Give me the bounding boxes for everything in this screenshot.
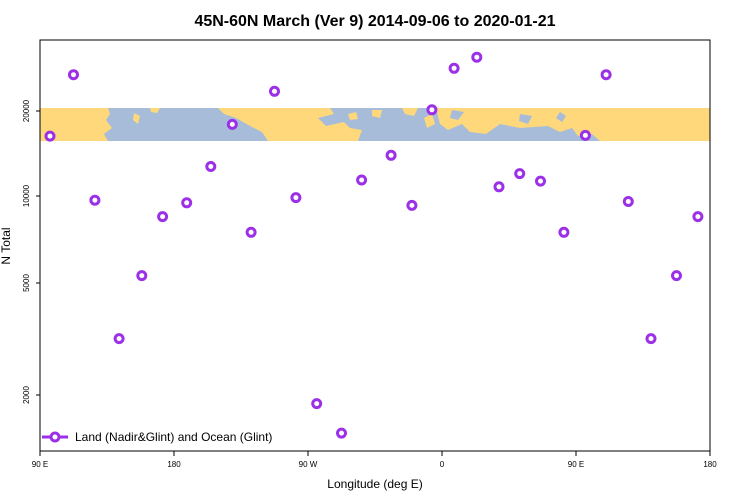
y-tick-label-5000: 5000 — [22, 274, 31, 292]
x-tick-label-3: 0 — [440, 460, 445, 469]
data-point — [290, 192, 302, 204]
data-point — [226, 118, 238, 130]
data-point — [579, 129, 591, 141]
data-point — [311, 398, 323, 410]
plot-frame — [39, 39, 711, 452]
data-point — [535, 175, 546, 187]
data-point — [245, 226, 257, 238]
data-point — [600, 69, 612, 81]
data-point — [426, 104, 438, 116]
legend-marker — [49, 431, 61, 443]
data-points — [44, 51, 704, 439]
map-inland-water — [450, 110, 566, 124]
x-tick-label-1: 180 — [167, 460, 181, 469]
data-point — [89, 194, 101, 206]
x-tick-label-4: 90 E — [568, 460, 584, 469]
data-point — [622, 196, 634, 207]
data-point — [269, 85, 280, 97]
data-point — [471, 51, 483, 63]
data-point — [406, 199, 418, 211]
data-point — [157, 211, 169, 223]
data-point — [181, 197, 193, 209]
x-tick-label-0: 90 E — [32, 460, 48, 469]
y-axis-label: N Total — [0, 227, 13, 264]
y-tick-label-10000: 10000 — [22, 184, 31, 207]
y-axis: 20000 10000 5000 2000 — [22, 99, 40, 404]
world-map-band — [40, 108, 710, 141]
data-point — [68, 69, 79, 81]
data-point — [385, 149, 397, 161]
data-point — [493, 181, 505, 193]
data-point — [692, 211, 704, 223]
x-axis-label: Longitude (deg E) — [327, 477, 422, 491]
data-point — [645, 333, 657, 345]
legend-label: Land (Nadir&Glint) and Ocean (Glint) — [75, 430, 272, 444]
data-point — [448, 62, 460, 74]
legend: Land (Nadir&Glint) and Ocean (Glint) — [42, 430, 272, 444]
y-tick-label-2000: 2000 — [22, 386, 31, 404]
data-point — [336, 427, 347, 439]
data-point — [113, 333, 125, 345]
x-axis: 90 E 180 90 W 0 90 E 180 — [32, 451, 717, 469]
data-point — [44, 130, 56, 142]
data-point — [558, 226, 570, 238]
map-land — [40, 108, 710, 141]
data-point — [356, 174, 368, 186]
y-tick-label-20000: 20000 — [22, 99, 31, 122]
x-tick-label-2: 90 W — [299, 460, 318, 469]
data-point — [671, 270, 682, 282]
chart-title: 45N-60N March (Ver 9) 2014-09-06 to 2020… — [194, 13, 555, 30]
data-point — [136, 270, 148, 282]
data-point — [514, 168, 526, 180]
x-tick-label-5: 180 — [703, 460, 717, 469]
data-point — [205, 161, 217, 172]
